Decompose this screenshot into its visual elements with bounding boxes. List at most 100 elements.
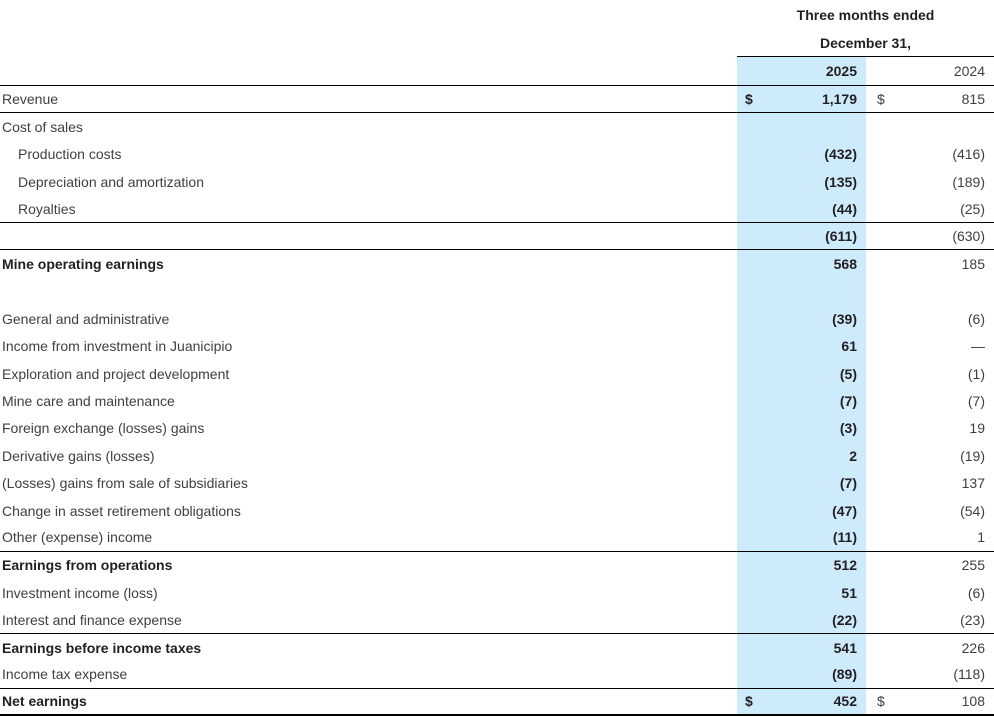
table-row: Exploration and project development (5) (1…: [0, 359, 994, 388]
amount: 185: [961, 256, 985, 273]
value-2024: [866, 278, 994, 305]
amount: (11): [832, 529, 857, 546]
row-label: Change in asset retirement obligations: [2, 502, 241, 519]
table-row: [0, 277, 994, 306]
value-2025: (47): [737, 496, 866, 525]
amount: (189): [952, 173, 985, 190]
value-2025: (7): [737, 469, 866, 497]
header-spacer: [0, 0, 737, 30]
value-2025: 51: [737, 579, 866, 607]
value-2025: (44): [737, 195, 866, 222]
amount: (7): [839, 475, 857, 492]
amount: 815: [961, 91, 985, 108]
table-row: Cost of sales: [0, 113, 994, 141]
value-2024: (630): [866, 223, 994, 249]
amount: (44): [832, 200, 857, 217]
amount: —: [971, 338, 985, 355]
amount: 1,179: [821, 91, 857, 108]
value-2025: [737, 277, 866, 306]
amount: 2: [849, 447, 857, 464]
amount: 512: [833, 557, 857, 574]
value-2025: (432): [737, 140, 866, 169]
dollar-sign: $: [877, 693, 885, 710]
table-row: Income tax expense (89) (118): [0, 661, 994, 689]
header-row-period: Three months ended: [0, 0, 994, 30]
value-2024: (118): [866, 661, 994, 687]
value-2024: (23): [866, 606, 994, 632]
table-row: General and administrative (39) (6): [0, 305, 994, 333]
table-row: Depreciation and amortization (135) (189): [0, 168, 994, 196]
header-spacer: [0, 57, 737, 85]
amount: (25): [960, 200, 985, 217]
row-label: Depreciation and amortization: [18, 173, 204, 190]
amount: 452: [833, 693, 857, 710]
amount: (39): [832, 310, 857, 327]
row-label: Derivative gains (losses): [2, 447, 155, 464]
amount: (47): [832, 502, 857, 519]
value-2025: 512: [737, 551, 866, 580]
value-2024: (6): [866, 305, 994, 332]
row-label: Mine operating earnings: [2, 256, 164, 273]
row-label: Cost of sales: [2, 119, 83, 136]
value-2024: (6): [866, 579, 994, 606]
amount: 108: [961, 693, 985, 710]
value-2025: (611): [737, 222, 866, 250]
value-2025: $452: [737, 688, 866, 714]
table-row: Net earnings $452 $108: [0, 688, 994, 716]
table-row: Earnings from operations 512 255: [0, 551, 994, 580]
row-label: General and administrative: [2, 310, 170, 327]
table-row: (611) (630): [0, 222, 994, 251]
amount: (611): [825, 228, 857, 245]
table-row: Revenue $1,179 $815: [0, 86, 994, 114]
value-2025: (3): [737, 414, 866, 443]
amount: (89): [832, 666, 857, 683]
amount: (118): [953, 666, 985, 683]
value-2024: (54): [866, 497, 994, 524]
amount: 1: [977, 529, 985, 546]
amount: 61: [841, 338, 857, 355]
value-2025: (135): [737, 168, 866, 196]
header-row-date: December 31,: [0, 30, 994, 57]
amount: 541: [833, 639, 857, 656]
amount: (6): [967, 584, 985, 601]
table-row: (Losses) gains from sale of subsidiaries…: [0, 469, 994, 497]
row-label: Royalties: [18, 200, 76, 217]
row-label: Exploration and project development: [2, 365, 230, 382]
row-label: Net earnings: [2, 693, 87, 710]
amount: (23): [960, 611, 985, 628]
row-label: Production costs: [18, 146, 122, 163]
amount: (3): [839, 420, 857, 437]
row-label: [0, 278, 737, 305]
value-2024: [866, 113, 994, 140]
table-row: Earnings before income taxes 541 226: [0, 633, 994, 662]
header-spacer: [0, 30, 737, 57]
table-row: Interest and finance expense (22) (23): [0, 606, 994, 634]
amount: 51: [841, 584, 857, 601]
dollar-sign: $: [745, 91, 753, 108]
row-label: Interest and finance expense: [2, 611, 182, 628]
row-label: Investment income (loss): [2, 584, 158, 601]
amount: (54): [960, 502, 985, 519]
amount: (7): [839, 392, 857, 409]
value-2025: (7): [737, 387, 866, 415]
amount: (1): [967, 365, 985, 382]
table-row: Income from investment in Juanicipio 61 —: [0, 332, 994, 360]
value-2024: $108: [866, 689, 994, 714]
value-2024: 137: [866, 469, 994, 496]
amount: (6): [967, 310, 985, 327]
amount: (19): [960, 447, 985, 464]
value-2024: 185: [866, 250, 994, 277]
amount: (432): [824, 146, 857, 163]
value-2024: (416): [866, 141, 994, 168]
amount: 226: [961, 639, 985, 656]
row-label: Revenue: [2, 91, 59, 108]
table-body: Revenue $1,179 $815 Cost of sales Production…: [0, 86, 994, 716]
value-2024: —: [866, 333, 994, 360]
value-2024: (25): [866, 196, 994, 222]
value-2024: 1: [866, 524, 994, 550]
table-row: Other (expense) income (11) 1: [0, 524, 994, 552]
table-row: Foreign exchange (losses) gains (3) 19: [0, 414, 994, 443]
period-date: December 31,: [737, 30, 994, 57]
value-2024: 19: [866, 415, 994, 442]
